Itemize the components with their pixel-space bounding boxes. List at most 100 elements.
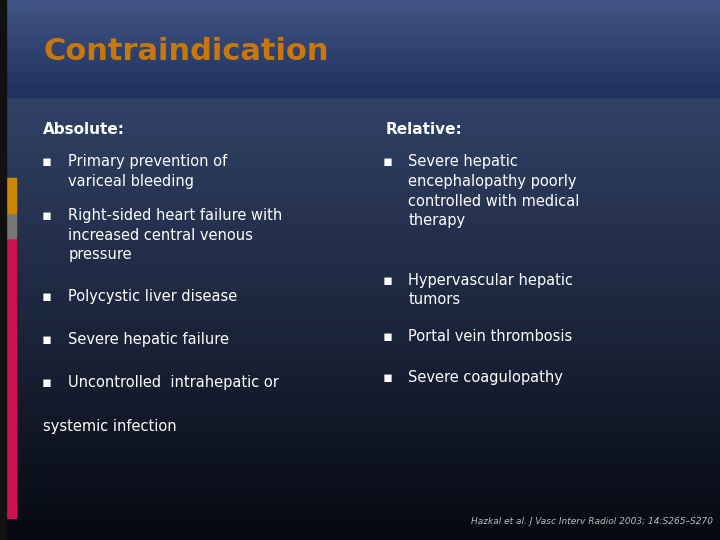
Bar bbox=[0, 194, 720, 200]
Bar bbox=[0, 0, 720, 5]
Text: Hazkal et al. J Vasc Interv Radiol 2003; 14:S265–S270: Hazkal et al. J Vasc Interv Radiol 2003;… bbox=[471, 517, 713, 526]
Bar bbox=[0, 157, 720, 162]
Bar bbox=[0, 232, 720, 238]
Bar bbox=[0, 513, 720, 518]
Bar bbox=[0, 243, 720, 248]
Text: ▪: ▪ bbox=[42, 154, 52, 169]
Bar bbox=[0, 92, 720, 97]
Bar bbox=[0, 119, 720, 124]
Bar bbox=[0, 24, 720, 29]
Bar bbox=[0, 302, 720, 308]
Text: Severe hepatic
encephalopathy poorly
controlled with medical
therapy: Severe hepatic encephalopathy poorly con… bbox=[408, 154, 580, 228]
Bar bbox=[0, 43, 720, 49]
Bar bbox=[0, 200, 720, 205]
Bar bbox=[0, 308, 720, 313]
Bar bbox=[0, 432, 720, 437]
Bar bbox=[0, 394, 720, 400]
Bar bbox=[0, 5, 720, 10]
Bar bbox=[0, 270, 720, 275]
Text: Polycystic liver disease: Polycystic liver disease bbox=[68, 289, 238, 304]
Bar bbox=[0, 281, 720, 286]
Bar bbox=[0, 421, 720, 427]
Bar bbox=[0, 297, 720, 302]
Bar bbox=[0, 135, 720, 140]
Bar bbox=[0, 65, 720, 70]
Bar bbox=[0, 313, 720, 319]
Bar bbox=[0, 130, 720, 135]
Bar bbox=[0, 81, 720, 86]
Bar bbox=[0, 103, 720, 108]
Text: ▪: ▪ bbox=[42, 289, 52, 304]
Text: ▪: ▪ bbox=[383, 329, 393, 345]
Text: Contraindication: Contraindication bbox=[43, 37, 329, 66]
Bar bbox=[0, 32, 720, 38]
Bar bbox=[0, 68, 720, 73]
Text: ▪: ▪ bbox=[383, 154, 393, 169]
Bar bbox=[0, 39, 720, 44]
Bar bbox=[0, 497, 720, 502]
Bar bbox=[0, 491, 720, 497]
Bar bbox=[0, 292, 720, 297]
Bar bbox=[0, 410, 720, 416]
Bar bbox=[6, 178, 16, 213]
Bar bbox=[0, 259, 720, 265]
Text: Absolute:: Absolute: bbox=[43, 122, 125, 137]
Bar bbox=[0, 400, 720, 405]
Bar bbox=[0, 502, 720, 508]
Bar bbox=[0, 486, 720, 491]
Bar bbox=[0, 324, 720, 329]
Bar bbox=[0, 87, 720, 92]
Bar bbox=[0, 211, 720, 216]
Bar bbox=[0, 529, 720, 535]
Bar bbox=[0, 362, 720, 367]
Bar bbox=[0, 340, 720, 346]
Bar bbox=[0, 34, 720, 39]
Bar bbox=[0, 464, 720, 470]
Text: ▪: ▪ bbox=[42, 375, 52, 390]
Bar bbox=[0, 205, 720, 211]
Bar bbox=[0, 405, 720, 410]
Bar bbox=[0, 265, 720, 270]
Bar bbox=[0, 38, 720, 43]
Bar bbox=[0, 108, 720, 113]
Bar bbox=[0, 22, 720, 27]
Bar bbox=[0, 167, 720, 173]
Bar bbox=[0, 73, 720, 78]
Bar bbox=[0, 254, 720, 259]
Bar bbox=[0, 140, 720, 146]
Bar bbox=[0, 173, 720, 178]
Bar bbox=[0, 10, 720, 15]
Bar bbox=[6, 213, 16, 238]
Bar bbox=[0, 383, 720, 389]
Bar bbox=[0, 86, 720, 92]
Bar bbox=[0, 454, 720, 459]
Text: Right-sided heart failure with
increased central venous
pressure: Right-sided heart failure with increased… bbox=[68, 208, 283, 262]
Bar bbox=[0, 162, 720, 167]
Bar bbox=[0, 459, 720, 464]
Bar bbox=[0, 389, 720, 394]
Bar bbox=[0, 0, 6, 540]
Bar bbox=[0, 49, 720, 53]
Bar bbox=[0, 15, 720, 19]
Bar bbox=[0, 0, 720, 5]
Bar bbox=[0, 178, 720, 184]
Bar bbox=[0, 481, 720, 486]
Bar bbox=[0, 58, 720, 63]
Text: Portal vein thrombosis: Portal vein thrombosis bbox=[408, 329, 572, 345]
Bar bbox=[0, 216, 720, 221]
Bar bbox=[0, 378, 720, 383]
Text: Hypervascular hepatic
tumors: Hypervascular hepatic tumors bbox=[408, 273, 573, 307]
Bar bbox=[0, 92, 720, 97]
Bar bbox=[0, 443, 720, 448]
Text: Primary prevention of
variceal bleeding: Primary prevention of variceal bleeding bbox=[68, 154, 228, 188]
Bar bbox=[0, 16, 720, 22]
Bar bbox=[0, 416, 720, 421]
Bar bbox=[0, 78, 720, 83]
Bar bbox=[0, 367, 720, 373]
Bar bbox=[0, 475, 720, 481]
Bar bbox=[0, 29, 720, 34]
Bar bbox=[6, 238, 16, 518]
Bar bbox=[0, 356, 720, 362]
Bar bbox=[0, 124, 720, 130]
Bar bbox=[0, 189, 720, 194]
